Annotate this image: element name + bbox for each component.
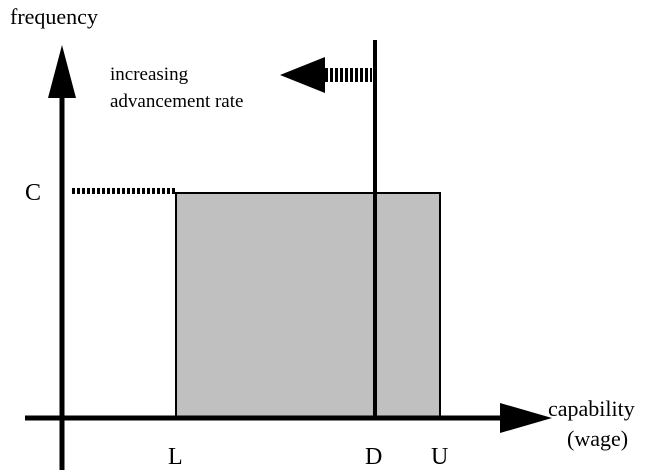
- shift-arrow-head: [280, 57, 325, 93]
- level-label: C: [25, 180, 41, 206]
- x-axis-label: (wage): [567, 426, 628, 451]
- point-label: D: [365, 444, 382, 470]
- point-label: L: [168, 444, 183, 470]
- point-label: U: [431, 444, 448, 470]
- annotation-line: increasing: [110, 64, 189, 85]
- distribution-box: [175, 192, 441, 419]
- y-axis-arrow: [48, 45, 76, 98]
- annotation-line: advancement rate: [110, 91, 243, 112]
- y-axis-label: frequency: [10, 4, 98, 29]
- x-axis-arrow: [500, 403, 552, 433]
- x-axis-label: capability: [548, 396, 635, 421]
